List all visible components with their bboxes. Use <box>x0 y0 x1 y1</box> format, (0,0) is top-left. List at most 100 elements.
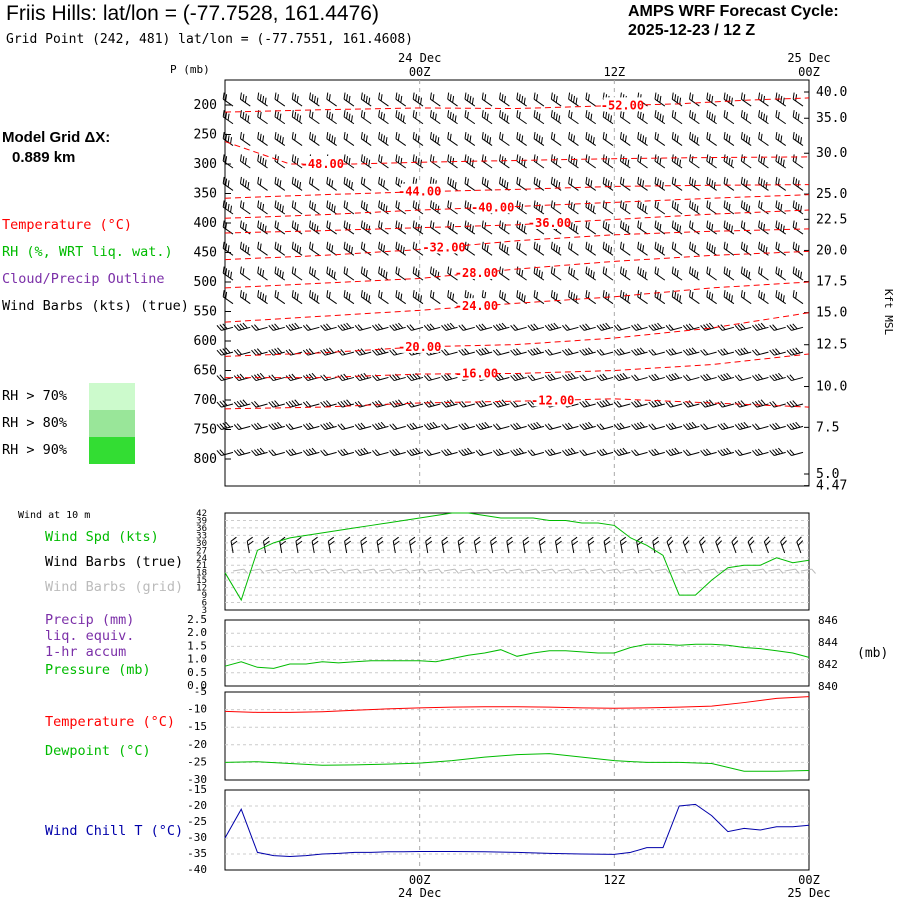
wind10m-barb-flag <box>716 540 723 546</box>
wind-barb-flag <box>331 135 334 143</box>
wind-barb-staff <box>343 206 355 215</box>
wind-barb-flag <box>582 349 588 355</box>
wind-barb-flag <box>486 113 489 121</box>
wind-barb-flag <box>634 349 640 355</box>
wind-barb-flag <box>331 180 334 188</box>
wind-barb-flag <box>737 324 743 330</box>
wind-barb-staff <box>706 272 717 281</box>
wind-barb-flag <box>639 133 642 141</box>
wind-barb-flag <box>365 269 368 277</box>
wind-barb-flag <box>553 94 556 101</box>
wind-barb-flag <box>570 447 576 454</box>
wind-barb-staff <box>255 403 268 408</box>
wind-barb-staff <box>309 248 320 256</box>
wind-barb-flag <box>752 325 758 331</box>
wind10m-grid-barb-staff <box>589 568 601 572</box>
wind-barb <box>689 154 700 169</box>
wind-barb-flag <box>668 324 674 330</box>
wind-barb-flag <box>343 448 349 455</box>
wind-barb-flag <box>676 269 679 277</box>
wind-barb-flag <box>760 178 763 186</box>
wind-barb-flag <box>276 94 279 101</box>
wind-barb <box>239 154 251 169</box>
wind-barb-flag <box>642 135 645 143</box>
wind10m-grid-barb <box>346 568 362 574</box>
wind-barb-flag <box>708 399 715 406</box>
wind-barb-flag <box>616 449 622 456</box>
wind-barb-flag <box>605 178 608 186</box>
wind-barb <box>752 349 769 356</box>
wind-barb <box>492 399 510 408</box>
wind-barb <box>343 290 355 305</box>
wind-barb-flag <box>590 203 593 211</box>
temperature-contour-label: -36.00 <box>528 216 571 230</box>
wind-barb-flag <box>518 291 521 299</box>
wind-barb-flag <box>222 176 225 184</box>
wind-barb-flag <box>291 176 294 184</box>
wind-barb-flag <box>222 200 225 208</box>
wind-barb <box>585 266 597 281</box>
wind-barb-flag <box>257 154 260 162</box>
wind-barb-flag <box>775 422 781 429</box>
wind-barb <box>550 110 562 125</box>
wind-barb <box>274 92 286 107</box>
wind-barb <box>233 322 251 331</box>
wind-barb-flag <box>429 131 432 139</box>
wind-barb-flag <box>550 92 553 100</box>
wind10m-barb <box>376 536 384 554</box>
wind-barb-flag <box>674 111 677 119</box>
wind10m-barb <box>603 536 611 554</box>
wind-barb <box>389 423 406 431</box>
wind-barb-flag <box>256 448 263 455</box>
wind-barb-flag <box>311 133 314 141</box>
wind-barb-flag <box>679 295 682 303</box>
wind-barb-flag <box>775 176 778 184</box>
wind-barb <box>706 241 717 256</box>
wind-barb-flag <box>516 373 522 380</box>
legend-cloud-outline: Cloud/Precip Outline <box>2 271 165 287</box>
wind-barb-flag <box>792 241 795 249</box>
wind-barb-flag <box>720 449 726 456</box>
wind-barb-flag <box>242 399 248 406</box>
wind-barb-flag <box>288 400 294 407</box>
wind-barb-flag <box>219 400 225 407</box>
wind-barb-flag <box>708 202 711 209</box>
wind-barb-flag <box>693 269 696 277</box>
wind-barb <box>619 290 631 305</box>
wind-barb-flag <box>320 375 326 381</box>
wind10m-ytick-label: 9 <box>202 591 207 601</box>
wind-barb-flag <box>466 178 469 186</box>
precip-pressure-ytick-label: 1.0 <box>187 653 207 666</box>
wind-barb-flag <box>484 133 487 141</box>
wind-barb <box>372 347 389 356</box>
wind-barb-flag <box>268 424 274 430</box>
wind-barb <box>395 266 407 281</box>
wind-barb-flag <box>333 205 336 213</box>
wind-barb-flag <box>795 178 798 186</box>
wind-barb <box>717 422 735 431</box>
wind-barb-flag <box>570 372 576 379</box>
wind-barb-flag <box>607 113 610 121</box>
wind-barb-flag <box>797 135 800 143</box>
wind-barb-flag <box>296 180 299 188</box>
wind-barb-flag <box>360 290 363 297</box>
wind-barb-staff <box>464 226 476 235</box>
wind-barb <box>291 290 303 305</box>
wind10m-barb-flag <box>263 540 270 546</box>
wind-barb-flag <box>639 421 646 428</box>
wind-barb-flag <box>740 110 743 117</box>
wind-barb-staff <box>568 206 579 215</box>
wind-barb-flag <box>706 176 709 184</box>
wind-barb-flag <box>775 92 778 100</box>
wind-barb-flag <box>499 154 502 162</box>
wind-barb <box>447 131 458 146</box>
wind-barb <box>602 241 614 256</box>
wind-barb-flag <box>777 133 780 141</box>
wind10m-grid-barb <box>443 568 460 574</box>
wind-barb-flag <box>471 225 474 233</box>
wind-barb <box>326 241 337 256</box>
wind-barb-staff <box>637 296 648 305</box>
wind-barb-staff <box>689 248 700 256</box>
wind-barb <box>533 200 545 215</box>
wind10m-grid-barb-staff <box>768 568 780 572</box>
